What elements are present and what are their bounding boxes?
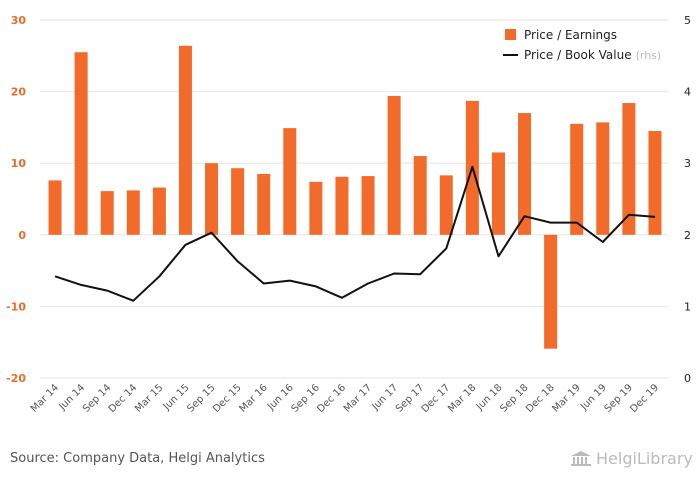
pe-bar — [596, 122, 610, 235]
x-tick-label: Mar 15 — [133, 382, 165, 414]
pe-bar — [309, 181, 323, 235]
pe-bar — [570, 123, 584, 235]
pe-bar — [387, 95, 401, 235]
y-left-tick-label: 0 — [18, 229, 26, 242]
y-left-tick-label: -10 — [6, 300, 26, 313]
pe-bar — [283, 128, 297, 235]
legend-label-pbv-text: Price / Book Value — [524, 48, 632, 62]
x-tick-label: Mar 18 — [446, 382, 478, 414]
helgi-library-logo[interactable]: HelgiLibrary — [570, 449, 693, 468]
pe-bar — [152, 187, 166, 235]
y-left-tick-label: -20 — [6, 372, 26, 385]
x-tick-label: Mar 17 — [342, 382, 374, 414]
pe-bar — [178, 45, 192, 235]
y-axis-right: 5 4 3 2 1 0 — [684, 14, 691, 385]
legend-note-pbv: (rhs) — [636, 49, 662, 62]
x-tick-label: Dec 15 — [211, 382, 244, 415]
x-tick-label: Mar 14 — [29, 382, 61, 414]
pe-bar — [648, 130, 662, 235]
x-tick-label: Mar 19 — [550, 382, 582, 414]
y-right-tick-label: 4 — [684, 86, 691, 99]
source-note: Source: Company Data, Helgi Analytics — [10, 451, 265, 466]
y-right-tick-label: 3 — [684, 157, 691, 170]
x-tick-label: Dec 16 — [315, 382, 348, 415]
x-tick-label: Dec 19 — [628, 382, 661, 415]
pe-bar — [361, 176, 375, 235]
pe-bar — [335, 176, 349, 235]
legend-swatch-pe — [505, 29, 516, 40]
y-left-tick-label: 10 — [11, 157, 27, 170]
y-right-tick-label: 5 — [684, 14, 691, 27]
legend-label-pe: Price / Earnings — [524, 28, 617, 42]
y-right-tick-label: 1 — [684, 300, 691, 313]
legend: Price / Earnings Price / Book Value (rhs) — [503, 28, 661, 62]
y-right-tick-label: 2 — [684, 229, 691, 242]
y-axis-left: 30 20 10 0 -10 -20 — [6, 14, 26, 385]
x-tick-label: Mar 16 — [237, 382, 269, 414]
pbv-line — [54, 165, 656, 302]
pbv-series-line — [54, 165, 656, 302]
pe-bar — [622, 103, 636, 235]
pe-bar — [544, 234, 558, 349]
pe-bar — [205, 163, 219, 235]
y-left-tick-label: 20 — [11, 86, 27, 99]
x-tick-label: Dec 17 — [420, 382, 453, 415]
pe-bar — [491, 152, 505, 235]
pe-bar — [100, 191, 114, 235]
pe-bar — [231, 168, 245, 235]
pe-bars — [48, 45, 662, 349]
logo-text: HelgiLibrary — [596, 449, 693, 468]
pe-bar — [439, 175, 453, 235]
gridlines — [40, 19, 668, 379]
pe-bar — [518, 113, 532, 235]
legend-label-pbv: Price / Book Value (rhs) — [524, 48, 661, 62]
x-tick-label: Dec 18 — [524, 382, 557, 415]
pe-bar — [74, 52, 88, 235]
x-tick-label: Dec 14 — [107, 382, 140, 415]
pe-bar — [413, 156, 427, 235]
library-building-icon — [571, 450, 591, 466]
pe-bar — [126, 190, 140, 235]
y-right-tick-label: 0 — [684, 372, 691, 385]
pe-bar — [257, 173, 271, 235]
y-left-tick-label: 30 — [11, 14, 27, 27]
pe-bar — [48, 180, 62, 235]
